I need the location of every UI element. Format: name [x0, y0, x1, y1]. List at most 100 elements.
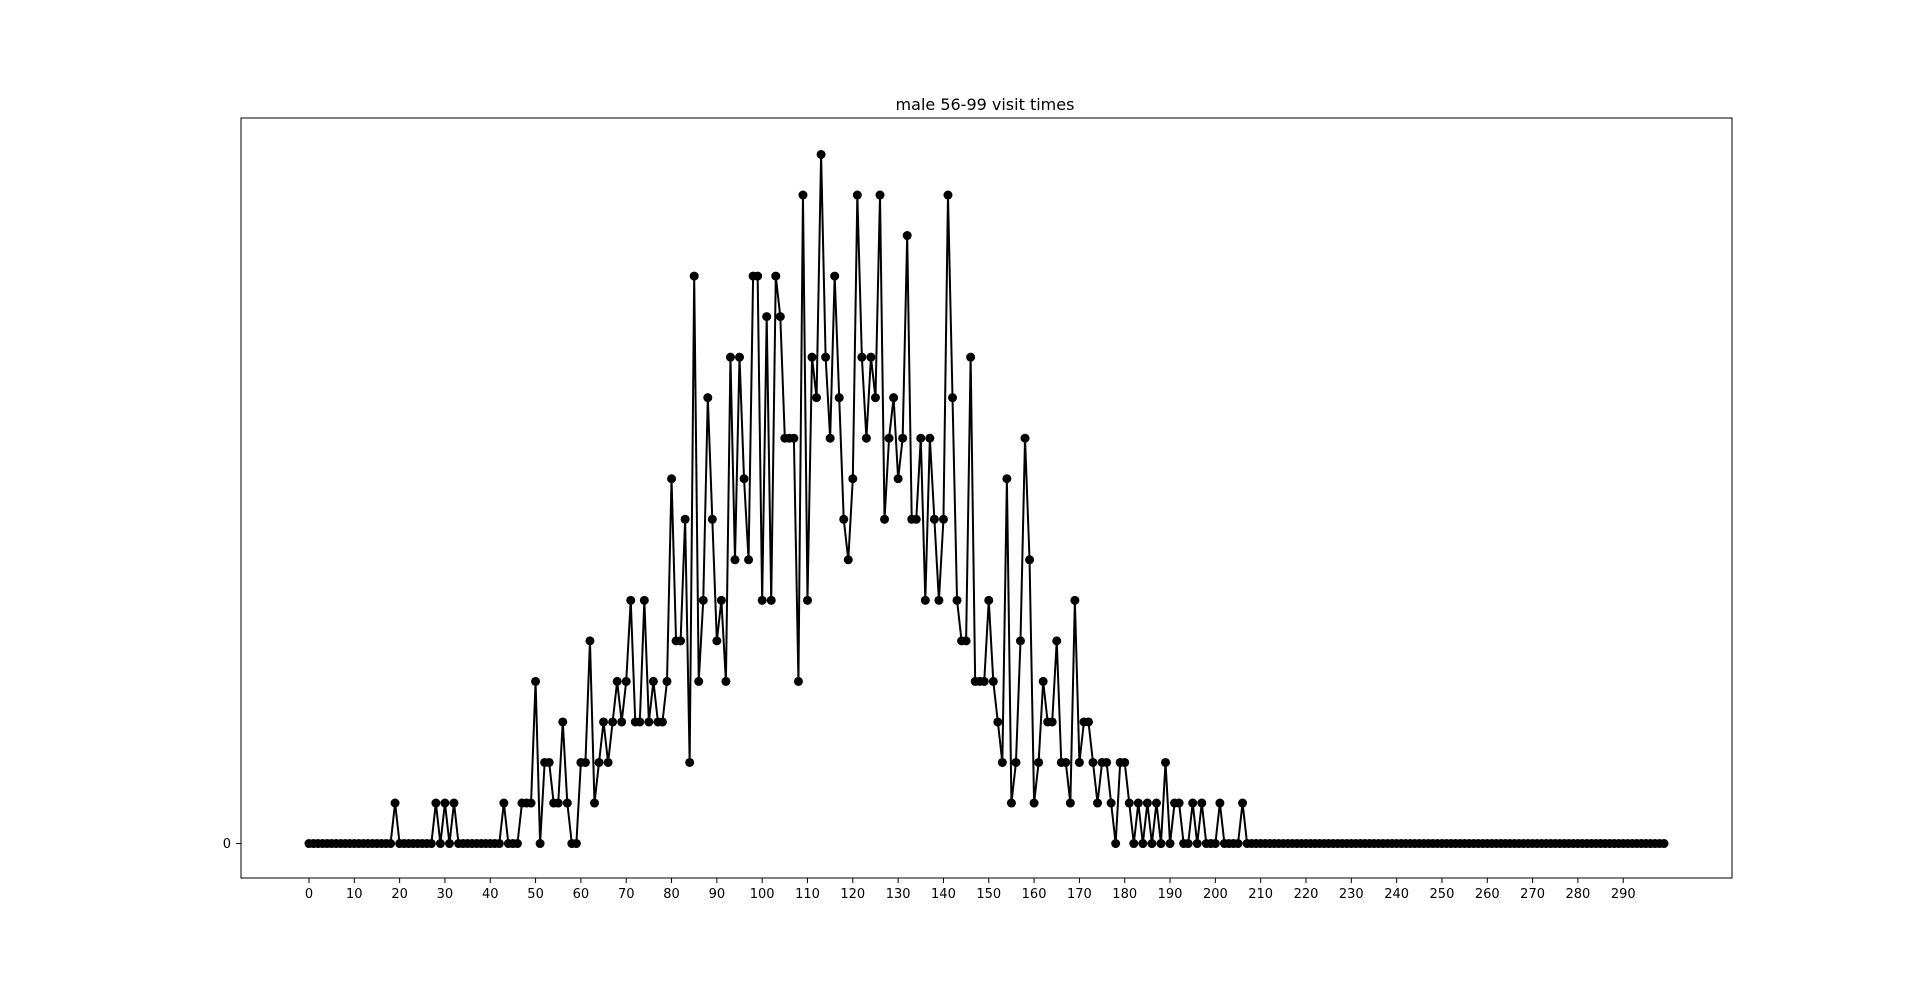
x-tick-label: 270 — [1520, 887, 1545, 902]
data-point — [884, 433, 894, 443]
data-point — [1038, 676, 1048, 686]
x-tick-label: 290 — [1611, 887, 1636, 902]
x-tick-label: 220 — [1294, 887, 1319, 902]
data-point — [431, 798, 441, 808]
data-point — [721, 676, 731, 686]
data-point — [753, 271, 763, 281]
x-tick-label: 40 — [482, 887, 499, 902]
data-point — [553, 798, 563, 808]
data-point — [599, 717, 609, 727]
data-point — [861, 433, 871, 443]
data-point — [1025, 555, 1035, 565]
x-tick-label: 170 — [1067, 887, 1092, 902]
data-point — [544, 757, 554, 767]
data-point — [1088, 757, 1098, 767]
data-point — [1197, 798, 1207, 808]
data-point — [839, 514, 849, 524]
x-tick-label: 260 — [1475, 887, 1500, 902]
x-tick-label: 200 — [1203, 887, 1228, 902]
data-point — [580, 757, 590, 767]
data-point — [676, 636, 686, 646]
data-point — [639, 595, 649, 605]
series-line — [308, 153, 1665, 845]
x-tick-label: 210 — [1248, 887, 1273, 902]
data-point — [1659, 839, 1669, 849]
data-point — [712, 636, 722, 646]
data-point — [938, 514, 948, 524]
data-point — [1129, 839, 1139, 849]
data-point — [1165, 839, 1175, 849]
data-point — [1074, 757, 1084, 767]
data-point — [870, 393, 880, 403]
data-point — [979, 676, 989, 686]
x-tick-label: 230 — [1339, 887, 1364, 902]
data-point — [848, 474, 858, 484]
data-point — [1147, 839, 1157, 849]
x-tick-label: 0 — [305, 887, 313, 902]
data-point — [988, 676, 998, 686]
data-point — [698, 595, 708, 605]
data-point — [925, 433, 935, 443]
data-point — [898, 433, 908, 443]
data-point — [744, 555, 754, 565]
x-tick-label: 140 — [931, 887, 956, 902]
data-point — [1093, 798, 1103, 808]
data-point — [594, 757, 604, 767]
data-point — [771, 271, 781, 281]
data-point — [825, 433, 835, 443]
data-point — [1002, 474, 1012, 484]
data-point — [961, 636, 971, 646]
x-tick-label: 190 — [1158, 887, 1183, 902]
data-point — [952, 595, 962, 605]
data-point — [1029, 798, 1039, 808]
data-point — [689, 271, 699, 281]
data-point — [499, 798, 509, 808]
x-tick-label: 280 — [1566, 887, 1591, 902]
data-point — [571, 839, 581, 849]
x-tick-label: 30 — [437, 887, 454, 902]
data-point — [494, 839, 504, 849]
data-point — [1215, 798, 1225, 808]
x-tick-label: 80 — [663, 887, 680, 902]
plot-area-frame — [240, 117, 1733, 879]
chart-title: male 56-99 visit times — [896, 95, 1075, 114]
data-point — [843, 555, 853, 565]
x-tick-label: 240 — [1384, 887, 1409, 902]
data-point — [648, 676, 658, 686]
data-point — [635, 717, 645, 727]
data-point — [1192, 839, 1202, 849]
data-point — [585, 636, 595, 646]
data-point — [1238, 798, 1248, 808]
data-point — [725, 352, 735, 362]
data-point — [1142, 798, 1152, 808]
data-point — [916, 433, 926, 443]
data-point — [1133, 798, 1143, 808]
x-tick-label: 250 — [1430, 887, 1455, 902]
data-point — [948, 393, 958, 403]
data-point — [920, 595, 930, 605]
data-point — [880, 514, 890, 524]
data-point — [386, 839, 396, 849]
x-tick-label: 100 — [750, 887, 775, 902]
data-point — [512, 839, 522, 849]
data-point — [966, 352, 976, 362]
data-point — [816, 149, 826, 159]
data-point — [703, 393, 713, 403]
data-point — [657, 717, 667, 727]
x-tick-label: 180 — [1112, 887, 1137, 902]
data-point — [1015, 636, 1025, 646]
data-point — [852, 190, 862, 200]
data-point — [1210, 839, 1220, 849]
data-point — [617, 717, 627, 727]
data-point — [1111, 839, 1121, 849]
data-point — [1174, 798, 1184, 808]
data-point — [943, 190, 953, 200]
data-point — [793, 676, 803, 686]
data-point — [603, 757, 613, 767]
data-point — [694, 676, 704, 686]
x-tick-label: 20 — [391, 887, 408, 902]
data-point — [757, 595, 767, 605]
data-point — [1120, 757, 1130, 767]
data-point — [730, 555, 740, 565]
data-point — [1138, 839, 1148, 849]
